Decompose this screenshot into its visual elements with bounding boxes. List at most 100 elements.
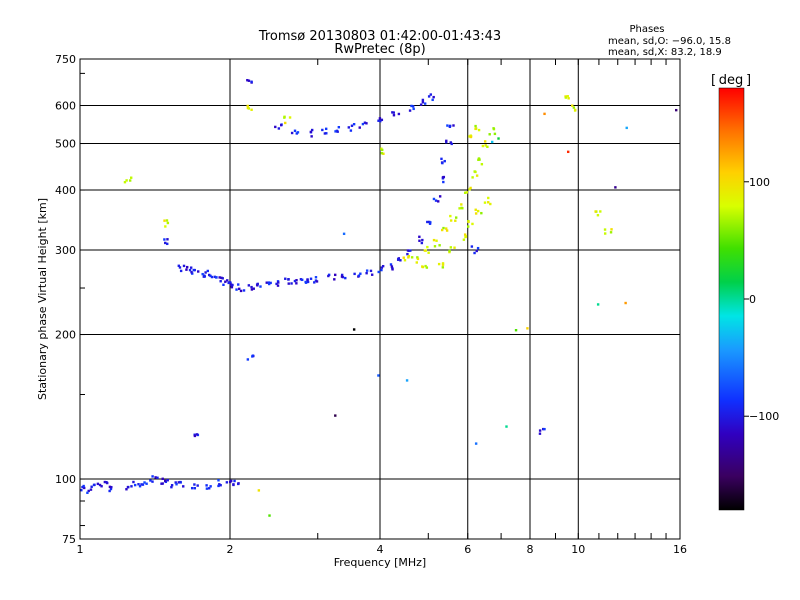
data-point <box>179 269 183 273</box>
phases-title: Phases <box>629 24 664 35</box>
data-point <box>125 488 128 491</box>
data-point <box>342 232 346 236</box>
data-point <box>380 266 384 269</box>
data-point <box>538 429 542 432</box>
data-point <box>492 127 495 130</box>
data-point <box>493 132 497 136</box>
data-point <box>440 228 444 232</box>
data-point <box>391 268 394 271</box>
data-point <box>246 106 250 110</box>
data-point <box>445 139 448 143</box>
data-point <box>454 216 458 219</box>
data-point <box>380 268 383 272</box>
data-point <box>203 275 207 278</box>
data-point <box>566 150 570 154</box>
data-point <box>596 303 600 306</box>
data-point <box>166 221 170 225</box>
data-point <box>483 140 487 143</box>
data-point <box>140 483 143 486</box>
data-point <box>250 80 253 83</box>
data-point <box>219 484 222 487</box>
data-point <box>110 485 113 489</box>
data-point <box>306 280 310 284</box>
data-point <box>474 442 478 445</box>
data-point <box>290 131 294 135</box>
data-point <box>145 482 148 485</box>
data-point <box>87 489 90 493</box>
data-point <box>465 191 469 194</box>
data-point <box>399 259 402 262</box>
data-point <box>421 265 424 268</box>
data-point <box>208 273 211 277</box>
data-point <box>268 514 271 517</box>
data-point <box>284 277 287 280</box>
data-point <box>238 287 241 291</box>
data-point <box>423 249 427 252</box>
data-point <box>156 476 159 479</box>
data-point <box>352 123 356 126</box>
data-point <box>418 235 421 239</box>
y-tick-label: 300 <box>55 244 76 257</box>
data-point <box>381 264 385 268</box>
x-axis-label: Frequency [MHz] <box>334 556 426 569</box>
data-point <box>313 281 316 284</box>
data-point <box>310 128 314 132</box>
data-point <box>166 478 169 482</box>
data-point <box>336 130 339 133</box>
data-point <box>567 97 570 100</box>
data-point <box>222 283 225 286</box>
data-point <box>256 284 259 287</box>
x-tick-label: 6 <box>464 543 471 556</box>
data-point <box>437 200 440 203</box>
y-axis-label: Stationary phase Virtual Height [km] <box>36 198 49 400</box>
data-point <box>405 379 409 382</box>
data-point <box>327 274 330 278</box>
data-point <box>441 161 444 165</box>
data-point <box>220 276 223 280</box>
data-point <box>205 487 209 490</box>
data-point <box>182 485 185 488</box>
data-point <box>381 148 384 152</box>
data-point <box>445 140 448 144</box>
data-point <box>209 485 212 488</box>
data-point <box>151 480 154 483</box>
data-point <box>154 476 157 479</box>
data-point <box>229 283 233 286</box>
data-point <box>538 432 542 435</box>
data-point <box>235 288 238 291</box>
y-tick-label: 600 <box>55 100 76 113</box>
data-point <box>143 481 146 484</box>
data-point <box>415 261 418 264</box>
data-point <box>378 117 382 120</box>
data-point <box>250 288 254 291</box>
y-tick-label: 400 <box>55 184 76 197</box>
data-point <box>80 488 83 492</box>
data-point <box>477 128 481 132</box>
data-point <box>247 284 251 287</box>
data-point <box>170 484 174 487</box>
data-point <box>370 273 374 276</box>
data-point <box>163 238 166 241</box>
data-point <box>296 131 300 134</box>
data-point <box>610 228 613 231</box>
data-point <box>193 434 197 438</box>
phases-line-x: mean, sd,X: 83.2, 18.9 <box>608 47 722 58</box>
data-point <box>96 482 100 486</box>
data-point <box>474 127 477 131</box>
data-point <box>369 269 373 273</box>
data-point <box>274 125 277 129</box>
data-point <box>190 486 194 490</box>
data-point <box>421 101 425 104</box>
data-point <box>217 479 220 482</box>
data-point <box>82 484 85 488</box>
data-point <box>178 266 182 269</box>
data-point <box>100 485 103 488</box>
data-point <box>98 483 102 487</box>
data-point <box>359 272 362 275</box>
data-point <box>90 485 93 488</box>
data-point <box>358 126 361 129</box>
data-point <box>163 219 166 222</box>
y-tick-label: 200 <box>55 329 76 342</box>
data-point <box>126 485 130 489</box>
data-point <box>571 104 574 107</box>
